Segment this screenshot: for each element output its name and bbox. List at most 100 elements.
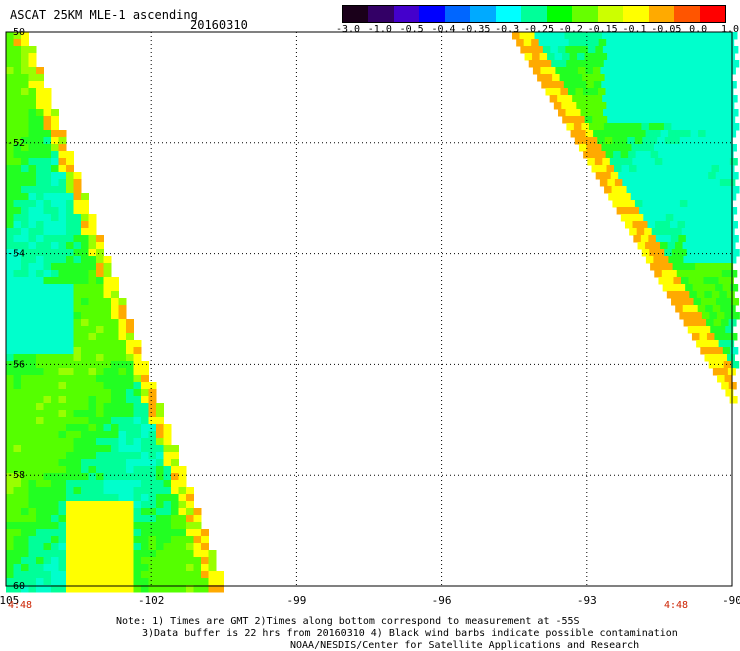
swath-cell xyxy=(13,487,22,495)
time-label-left: 4:48 xyxy=(8,600,33,611)
swath-cell xyxy=(148,410,157,418)
swath-cell xyxy=(43,424,52,432)
swath-cell xyxy=(634,200,643,208)
swath-cell xyxy=(730,46,739,54)
swath-cell xyxy=(604,74,613,82)
swath-cell xyxy=(178,578,187,586)
swath-cell xyxy=(644,53,653,61)
swath-cell xyxy=(632,95,641,103)
swath-cell xyxy=(58,165,67,173)
swath-cell xyxy=(587,158,596,166)
swath-cell xyxy=(717,137,726,145)
swath-cell xyxy=(66,557,74,565)
swath-cell xyxy=(673,151,682,159)
swath-cell xyxy=(103,382,112,390)
swath-cell xyxy=(118,508,127,516)
swath-cell xyxy=(612,200,621,208)
swath-cell xyxy=(81,536,89,544)
swath-cell xyxy=(81,228,89,236)
swath-cell xyxy=(141,417,149,425)
swath-cell xyxy=(21,417,29,425)
swath-cell xyxy=(723,172,732,180)
swath-cell xyxy=(727,354,735,362)
swath-cell xyxy=(36,431,44,439)
swath-cell xyxy=(133,459,142,467)
swath-cell xyxy=(163,466,172,474)
swath-cell xyxy=(6,564,14,572)
swath-cell xyxy=(681,102,690,110)
colorbar-swatch xyxy=(521,6,547,22)
swath-cell xyxy=(51,389,59,397)
swath-cell xyxy=(652,116,661,124)
swath-cell xyxy=(697,242,706,250)
swath-cell xyxy=(21,326,29,334)
swath-cell xyxy=(178,480,187,488)
swath-cell xyxy=(88,494,97,502)
swath-cell xyxy=(728,144,737,152)
swath-cell xyxy=(730,347,739,355)
swath-cell xyxy=(21,67,29,75)
swath-cell xyxy=(58,151,67,159)
swath-cell xyxy=(612,88,621,96)
swath-cell xyxy=(21,298,29,306)
swath-cell xyxy=(617,46,626,54)
swath-cell xyxy=(652,242,661,250)
swath-cell xyxy=(607,179,616,187)
swath-cell xyxy=(13,172,22,180)
swath-cell xyxy=(171,445,179,453)
swath-cell xyxy=(58,382,67,390)
swath-cell xyxy=(632,32,640,40)
swath-cell xyxy=(28,200,37,208)
swath-cell xyxy=(720,67,729,75)
swath-cell xyxy=(655,46,664,54)
swath-cell xyxy=(6,144,14,152)
swath-cell xyxy=(693,172,702,180)
swath-cell xyxy=(608,193,617,201)
swath-cell xyxy=(43,361,52,369)
swath-cell xyxy=(148,480,157,488)
swath-cell xyxy=(704,179,713,187)
swath-cell xyxy=(51,326,59,334)
swath-cell xyxy=(51,354,59,362)
swath-cell xyxy=(649,249,658,257)
swath-cell xyxy=(613,151,622,159)
swath-cell xyxy=(680,88,689,96)
swath-cell xyxy=(58,417,67,425)
swath-cell xyxy=(28,228,37,236)
swath-cell xyxy=(729,333,738,341)
swath-cell xyxy=(648,172,657,180)
swath-cell xyxy=(43,347,52,355)
swath-cell xyxy=(664,200,673,208)
colorbar-tick-label: -3.0 xyxy=(335,24,361,35)
swath-cell xyxy=(671,249,680,257)
swath-cell xyxy=(141,480,149,488)
swath-cell xyxy=(36,326,44,334)
swath-cell xyxy=(700,46,709,54)
swath-cell xyxy=(6,116,14,124)
swath-cell xyxy=(21,445,29,453)
swath-cell xyxy=(36,368,44,376)
swath-cell xyxy=(721,207,730,215)
swath-cell xyxy=(81,452,89,460)
swath-cell xyxy=(36,144,44,152)
swath-cell xyxy=(73,564,82,572)
swath-cell xyxy=(96,270,104,278)
swath-cell xyxy=(43,291,52,299)
swath-cell xyxy=(21,74,29,82)
swath-cell xyxy=(36,473,44,481)
swath-cell xyxy=(156,585,164,593)
swath-cell xyxy=(682,242,691,250)
swath-cell xyxy=(96,550,104,558)
swath-cell xyxy=(721,319,730,327)
swath-cell xyxy=(675,67,684,75)
swath-cell xyxy=(96,578,104,586)
swath-cell xyxy=(709,186,718,194)
swath-cell xyxy=(36,67,44,75)
swath-cell xyxy=(708,60,717,68)
colorbar-tick-label: -0.25 xyxy=(523,24,555,35)
swath-cell xyxy=(51,480,59,488)
swath-cell xyxy=(670,46,679,54)
swath-cell xyxy=(163,487,172,495)
swath-cell xyxy=(36,333,44,341)
swath-cell xyxy=(58,340,67,348)
